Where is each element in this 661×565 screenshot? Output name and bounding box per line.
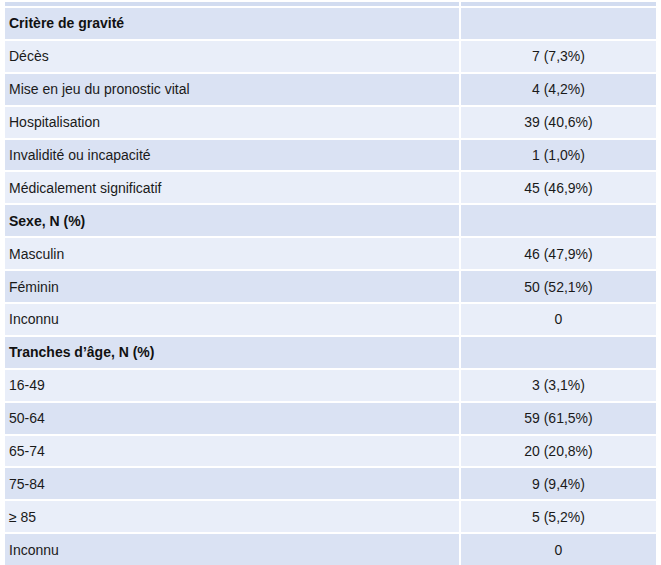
table-row: 16-493 (3,1%) [5, 370, 656, 401]
row-label: Critère de gravité [5, 8, 459, 39]
row-label: 75-84 [5, 468, 459, 499]
table-row: Hospitalisation39 (40,6%) [5, 107, 656, 138]
row-value: 9 (9,4%) [461, 468, 656, 499]
row-label: Invalidité ou incapacité [5, 140, 459, 171]
row-value: 1 (1,0%) [461, 140, 656, 171]
row-value: 5 (5,2%) [461, 501, 656, 532]
section-header-row: Tranches d’âge, N (%) [5, 337, 656, 368]
table-row: ≥ 855 (5,2%) [5, 501, 656, 532]
row-value [461, 8, 656, 39]
row-value: 0 [461, 304, 656, 335]
row-label: Mise en jeu du pronostic vital [5, 74, 459, 105]
row-value: 20 (20,8%) [461, 436, 656, 467]
table-rows: Critère de gravitéDécès7 (7,3%)Mise en j… [5, 8, 656, 565]
section-header-row: Critère de gravité [5, 8, 656, 39]
table-row: Décès7 (7,3%) [5, 41, 656, 72]
row-label: 65-74 [5, 436, 459, 467]
row-label: Tranches d’âge, N (%) [5, 337, 459, 368]
row-value [461, 337, 656, 368]
row-value: 0 [461, 534, 656, 565]
table-row: 65-7420 (20,8%) [5, 436, 656, 467]
row-label: Sexe, N (%) [5, 205, 459, 236]
row-value: 59 (61,5%) [461, 403, 656, 434]
table-row: Médicalement significatif45 (46,9%) [5, 172, 656, 203]
row-value [461, 205, 656, 236]
table-row: Masculin46 (47,9%) [5, 238, 656, 269]
row-value: 50 (52,1%) [461, 271, 656, 302]
row-value: 4 (4,2%) [461, 74, 656, 105]
table-row: Inconnu0 [5, 534, 656, 565]
partial-row-value-cell [461, 2, 656, 6]
table-row: 75-849 (9,4%) [5, 468, 656, 499]
row-label: Féminin [5, 271, 459, 302]
table-row: Invalidité ou incapacité1 (1,0%) [5, 140, 656, 171]
row-label: Inconnu [5, 534, 459, 565]
row-value: 46 (47,9%) [461, 238, 656, 269]
row-value: 3 (3,1%) [461, 370, 656, 401]
row-label: Hospitalisation [5, 107, 459, 138]
row-value: 39 (40,6%) [461, 107, 656, 138]
partial-row-label-cell [5, 2, 459, 6]
row-label: 16-49 [5, 370, 459, 401]
row-label: Inconnu [5, 304, 459, 335]
row-label: 50-64 [5, 403, 459, 434]
table-row: Mise en jeu du pronostic vital4 (4,2%) [5, 74, 656, 105]
row-label: Masculin [5, 238, 459, 269]
table-row: 50-6459 (61,5%) [5, 403, 656, 434]
row-label: ≥ 85 [5, 501, 459, 532]
severity-demographics-table: Critère de gravitéDécès7 (7,3%)Mise en j… [5, 2, 656, 565]
row-label: Médicalement significatif [5, 172, 459, 203]
table-row: Féminin50 (52,1%) [5, 271, 656, 302]
partial-row-above [5, 2, 656, 6]
section-header-row: Sexe, N (%) [5, 205, 656, 236]
row-label: Décès [5, 41, 459, 72]
table-row: Inconnu0 [5, 304, 656, 335]
row-value: 7 (7,3%) [461, 41, 656, 72]
row-value: 45 (46,9%) [461, 172, 656, 203]
